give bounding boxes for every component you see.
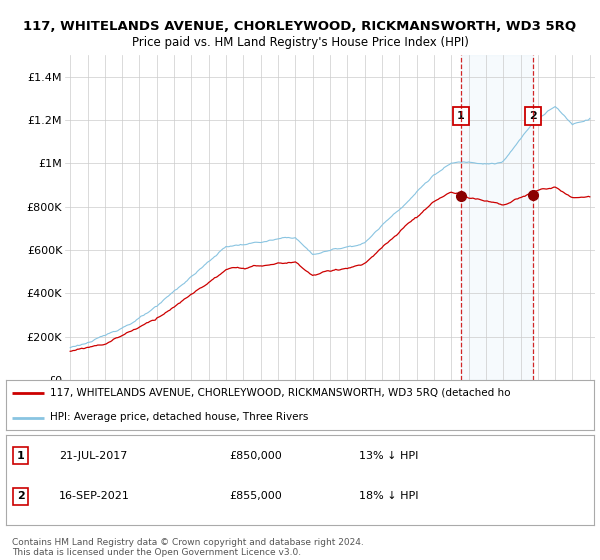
Text: 1: 1: [17, 451, 25, 461]
Text: HPI: Average price, detached house, Three Rivers: HPI: Average price, detached house, Thre…: [50, 413, 308, 422]
Text: 21-JUL-2017: 21-JUL-2017: [59, 451, 127, 461]
Text: 2: 2: [17, 491, 25, 501]
Text: 117, WHITELANDS AVENUE, CHORLEYWOOD, RICKMANSWORTH, WD3 5RQ (detached ho: 117, WHITELANDS AVENUE, CHORLEYWOOD, RIC…: [50, 388, 511, 398]
Text: Contains HM Land Registry data © Crown copyright and database right 2024.
This d: Contains HM Land Registry data © Crown c…: [12, 538, 364, 557]
Text: £855,000: £855,000: [229, 491, 282, 501]
Text: 16-SEP-2021: 16-SEP-2021: [59, 491, 130, 501]
Text: 18% ↓ HPI: 18% ↓ HPI: [359, 491, 418, 501]
Text: 117, WHITELANDS AVENUE, CHORLEYWOOD, RICKMANSWORTH, WD3 5RQ: 117, WHITELANDS AVENUE, CHORLEYWOOD, RIC…: [23, 20, 577, 32]
Text: 2: 2: [529, 111, 536, 120]
Bar: [461, 55, 533, 380]
Text: £850,000: £850,000: [229, 451, 282, 461]
Text: Price paid vs. HM Land Registry's House Price Index (HPI): Price paid vs. HM Land Registry's House …: [131, 36, 469, 49]
Text: 13% ↓ HPI: 13% ↓ HPI: [359, 451, 418, 461]
Text: 1: 1: [457, 111, 464, 120]
